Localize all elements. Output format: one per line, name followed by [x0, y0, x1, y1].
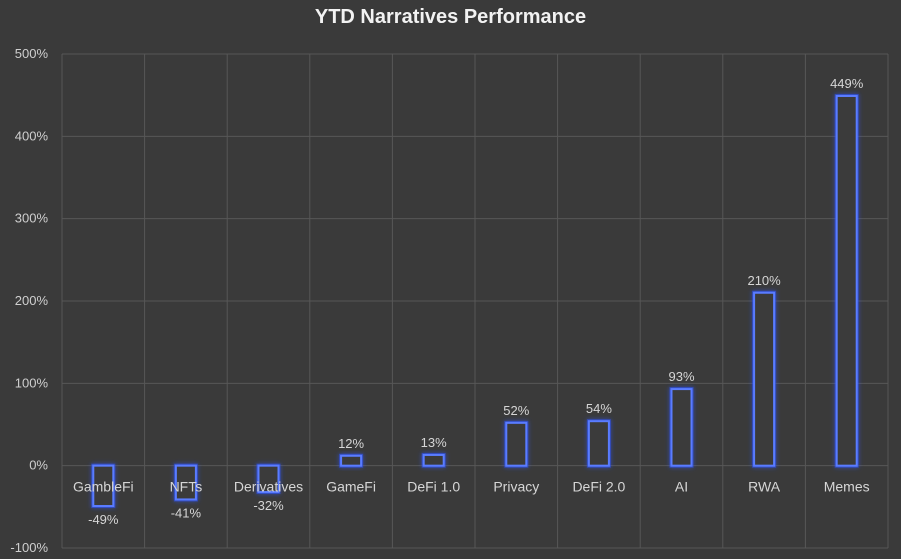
labels: 500% 400% 300% 200% 100% 0% -100% GambleFi -49% N…: [10, 46, 869, 555]
data-label: 449%: [830, 76, 864, 91]
bar: [92, 464, 115, 508]
y-tick-label: -100%: [10, 540, 48, 555]
x-category-label: AI: [675, 479, 688, 495]
x-category-label: DeFi 2.0: [572, 479, 625, 495]
y-tick-label: 400%: [15, 128, 49, 143]
data-label: -49%: [88, 512, 119, 527]
x-category-label: Memes: [824, 479, 870, 495]
y-tick-label: 300%: [15, 211, 49, 226]
y-tick-label: 200%: [15, 293, 49, 308]
x-category-label: DeFi 1.0: [407, 479, 460, 495]
x-category-label: Derivatives: [234, 479, 303, 495]
data-label: 54%: [586, 401, 612, 416]
data-label: 13%: [421, 435, 447, 450]
data-label: -41%: [171, 505, 202, 520]
x-category-label: GambleFi: [73, 479, 134, 495]
x-category-label: NFTs: [170, 479, 203, 495]
x-category-label: Privacy: [493, 479, 539, 495]
chart-title: YTD Narratives Performance: [314, 6, 587, 28]
y-tick-label: 500%: [15, 46, 49, 61]
bar: [174, 464, 197, 501]
bar: [587, 420, 610, 467]
data-label: 52%: [503, 403, 529, 418]
bar: [670, 388, 693, 467]
bar: [422, 453, 445, 467]
bar: [505, 421, 528, 467]
data-label: 210%: [747, 273, 781, 288]
bars: [91, 93, 859, 509]
data-label: -32%: [253, 498, 284, 513]
x-category-label: RWA: [748, 479, 781, 495]
bar: [340, 454, 363, 467]
y-tick-label: 100%: [15, 375, 49, 390]
data-label: 93%: [668, 369, 694, 384]
data-label: 12%: [338, 436, 364, 451]
bar: [835, 94, 858, 467]
bar: [753, 291, 776, 467]
grid: [61, 53, 889, 549]
x-category-label: GameFi: [326, 479, 376, 495]
bar: [257, 464, 280, 494]
y-tick-label: 0%: [29, 458, 48, 473]
